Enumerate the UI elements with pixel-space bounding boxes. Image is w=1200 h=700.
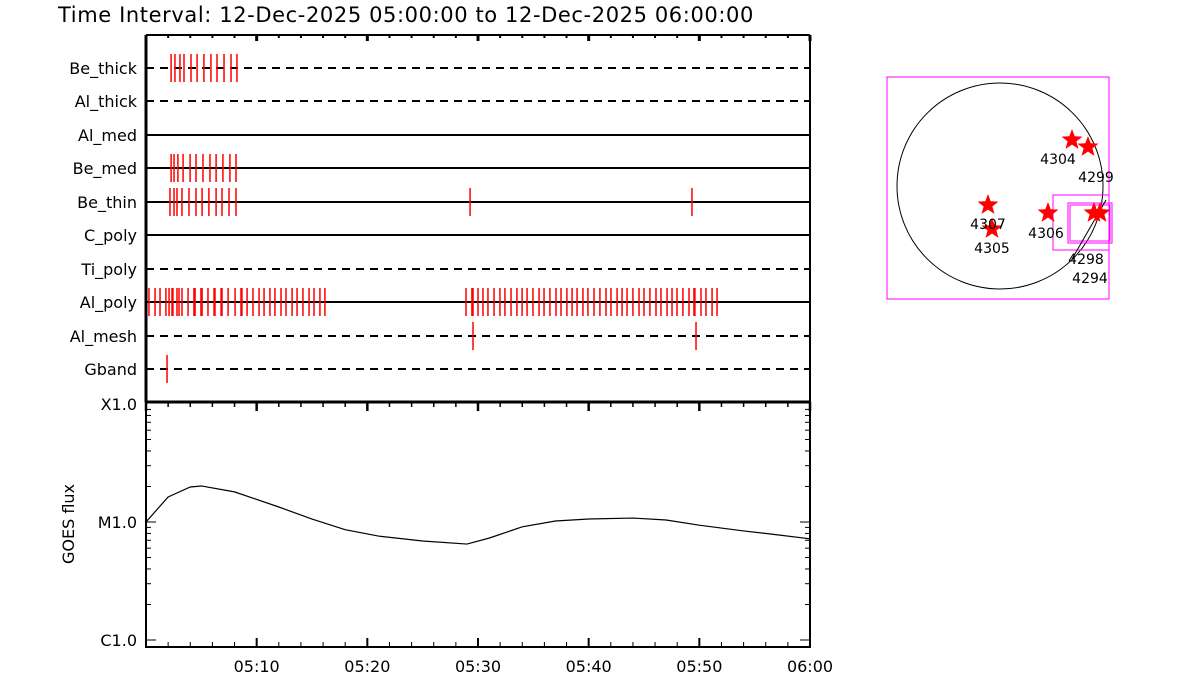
x-tick-label: 05:30 bbox=[455, 657, 501, 676]
region-label: 4304 bbox=[1040, 152, 1076, 168]
goes-plot-frame bbox=[145, 401, 811, 648]
row-label: Al_med bbox=[78, 126, 137, 146]
fov-box bbox=[1067, 202, 1113, 244]
row-label: Be_thin bbox=[77, 193, 137, 213]
row-label: Al_poly bbox=[80, 293, 137, 313]
solar-disk bbox=[896, 82, 1104, 290]
region-label: 4299 bbox=[1078, 170, 1114, 186]
x-tick-label: 05:40 bbox=[566, 657, 612, 676]
region-label: 4298 bbox=[1068, 252, 1104, 268]
x-tick-label: 05:10 bbox=[234, 657, 280, 676]
x-tick-label: 05:20 bbox=[344, 657, 390, 676]
row-label: Al_mesh bbox=[70, 327, 137, 347]
region-star-icon bbox=[1037, 202, 1059, 222]
y-tick-label: M1.0 bbox=[98, 513, 137, 532]
region-star-icon bbox=[1077, 136, 1099, 156]
fov-box bbox=[1069, 204, 1111, 242]
row-label: Be_thick bbox=[69, 59, 137, 79]
region-star-icon bbox=[977, 194, 999, 214]
row-label: Al_thick bbox=[75, 92, 138, 112]
region-label: 4307 bbox=[970, 217, 1006, 233]
goes-flux-line bbox=[145, 485, 811, 545]
map-frame bbox=[886, 76, 1110, 300]
y-axis-label: GOES flux bbox=[59, 484, 78, 564]
region-star-icon bbox=[981, 218, 1003, 238]
region-label: 4305 bbox=[974, 241, 1010, 257]
fov-box bbox=[1052, 194, 1110, 251]
x-tick-label: 05:50 bbox=[676, 657, 722, 676]
row-label: Gband bbox=[84, 360, 137, 379]
y-tick-label: C1.0 bbox=[100, 631, 137, 650]
region-star-icon bbox=[1089, 202, 1111, 222]
row-label: C_poly bbox=[84, 226, 137, 246]
x-tick-label: 06:00 bbox=[787, 657, 833, 676]
region-star-icon bbox=[1061, 129, 1083, 149]
title: Time Interval: 12-Dec-2025 05:00:00 to 1… bbox=[58, 3, 754, 27]
row-label: Be_med bbox=[73, 159, 137, 179]
row-label: Ti_poly bbox=[80, 260, 137, 280]
region-label: 4306 bbox=[1028, 226, 1064, 242]
region-label: 4294 bbox=[1072, 271, 1108, 287]
y-tick-label: X1.0 bbox=[101, 395, 137, 414]
